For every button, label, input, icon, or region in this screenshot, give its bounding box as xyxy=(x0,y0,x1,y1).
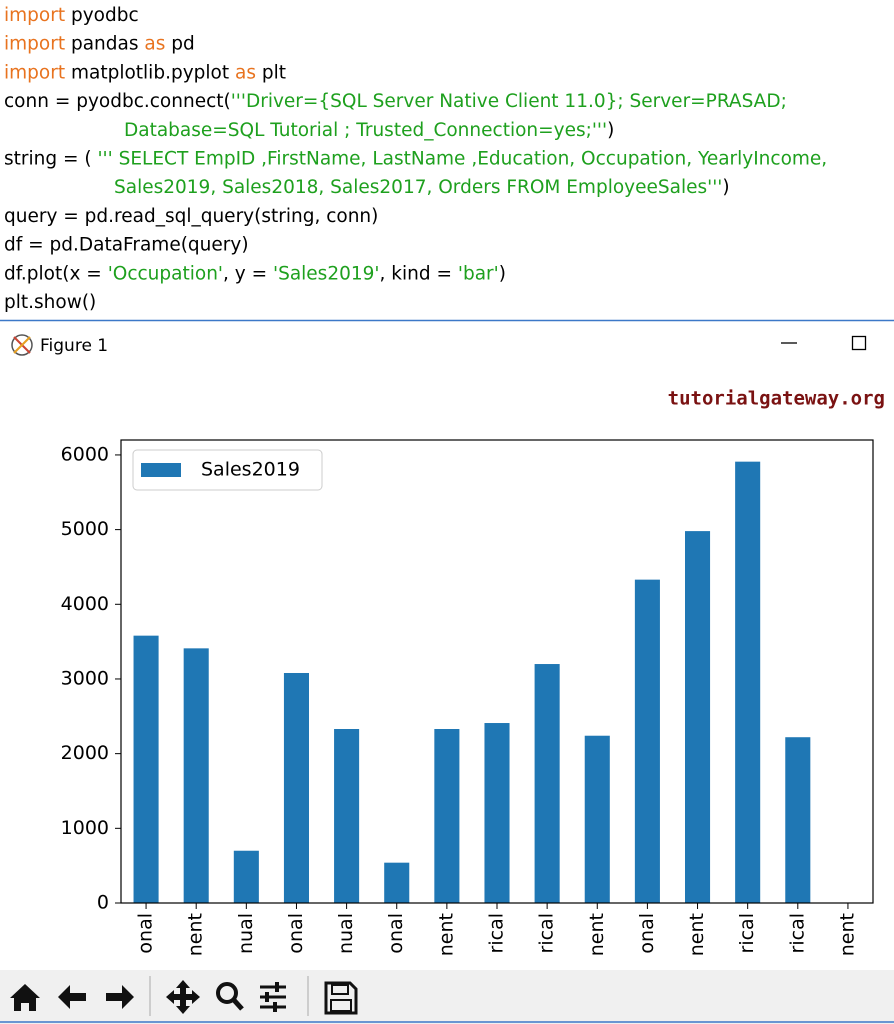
code-line: import pandas as pd xyxy=(4,34,195,55)
code-token: plt.show() xyxy=(4,292,96,313)
code-token: matplotlib.pyplot xyxy=(65,62,235,83)
bar xyxy=(534,664,560,903)
code-line: df = pd.DataFrame(query) xyxy=(4,235,249,256)
code-token: 'Sales2019' xyxy=(273,263,380,284)
code-token: ''' SELECT EmpID ,FirstName, LastName ,E… xyxy=(97,149,827,170)
code-line: conn = pyodbc.connect('''Driver={SQL Ser… xyxy=(4,91,787,112)
code-token: pd xyxy=(165,34,194,55)
y-tick-label: 4000 xyxy=(61,593,109,615)
x-tick-label: nent xyxy=(586,913,608,956)
x-tick-label: nual xyxy=(335,913,357,954)
bar xyxy=(634,579,660,903)
y-tick-label: 0 xyxy=(97,892,109,914)
bar xyxy=(183,648,209,903)
x-tick-label: nent xyxy=(185,913,207,956)
bar xyxy=(434,729,460,903)
code-line: import pyodbc xyxy=(4,5,139,26)
bar xyxy=(785,737,811,903)
back-button[interactable] xyxy=(58,985,86,1009)
code-token: query = pd.read_sql_query(string, conn) xyxy=(4,206,378,227)
code-token: import xyxy=(4,34,65,55)
code-token: string = ( xyxy=(4,149,97,170)
code-token: import xyxy=(4,5,65,26)
x-tick-label: onal xyxy=(135,913,157,954)
x-tick-label: nual xyxy=(235,913,257,954)
code-line: string = ( ''' SELECT EmpID ,FirstName, … xyxy=(4,149,827,170)
x-tick-label: rical xyxy=(786,913,808,953)
code-token: , y = xyxy=(223,263,273,284)
bar xyxy=(685,531,711,903)
x-tick-label: onal xyxy=(285,913,307,954)
code-token: import xyxy=(4,62,65,83)
x-tick-label: nent xyxy=(435,913,457,956)
code-token: conn = pyodbc.connect( xyxy=(4,91,231,112)
code-token: as xyxy=(144,34,165,55)
code-token: Database=SQL Tutorial ; Trusted_Connecti… xyxy=(124,120,607,141)
code-token: 'bar' xyxy=(458,263,499,284)
legend-swatch xyxy=(141,463,181,477)
bar xyxy=(735,461,761,903)
y-tick-label: 1000 xyxy=(61,817,109,839)
configure-button[interactable] xyxy=(260,982,286,1012)
bar xyxy=(283,672,309,903)
code-token: plt xyxy=(256,62,286,83)
maximize-button[interactable] xyxy=(851,335,867,351)
y-tick-label: 3000 xyxy=(61,667,109,689)
code-token: as xyxy=(235,62,256,83)
forward-button[interactable] xyxy=(106,985,134,1009)
pan-button[interactable] xyxy=(166,980,200,1014)
code-line: import matplotlib.pyplot as plt xyxy=(4,62,286,83)
zoom-button[interactable] xyxy=(216,982,244,1011)
code-token: pyodbc xyxy=(65,5,139,26)
bar xyxy=(584,735,610,903)
code-token: df = pd.DataFrame(query) xyxy=(4,235,249,256)
plot: 0 1000 2000 3000 4000 5000 6000 onal nent nual ona… xyxy=(61,439,874,956)
legend-box xyxy=(132,449,323,491)
code-token: ) xyxy=(499,263,506,284)
bar xyxy=(484,723,510,903)
code-line: Database=SQL Tutorial ; Trusted_Connecti… xyxy=(124,120,614,141)
window-icon xyxy=(11,334,33,356)
window-title: Figure 1 xyxy=(40,336,108,356)
legend-label: Sales2019 xyxy=(201,459,300,481)
y-tick-label: 2000 xyxy=(61,742,109,764)
bar xyxy=(334,729,360,903)
code-token: ) xyxy=(607,120,614,141)
x-tick-label: nent xyxy=(686,913,708,956)
bar xyxy=(233,850,259,903)
bar xyxy=(384,862,410,903)
x-tick-label: rical xyxy=(536,913,558,953)
code-line: Sales2019, Sales2018, Sales2017, Orders … xyxy=(114,177,730,198)
code-token: df.plot(x = xyxy=(4,263,108,284)
x-tick-label: onal xyxy=(385,913,407,954)
code-line: plt.show() xyxy=(4,292,96,313)
code-token: 'Occupation' xyxy=(108,263,223,284)
axes-frame xyxy=(120,439,874,904)
code-token: , kind = xyxy=(380,263,458,284)
x-tick-label: rical xyxy=(736,913,758,953)
save-button[interactable] xyxy=(324,981,358,1015)
code-token: Sales2019, Sales2018, Sales2017, Orders … xyxy=(114,177,722,198)
code-token: ) xyxy=(722,177,729,198)
code-token: pandas xyxy=(65,34,144,55)
y-tick-label: 6000 xyxy=(61,443,109,465)
watermark: tutorialgateway.org xyxy=(668,388,885,410)
code-token: '''Driver={SQL Server Native Client 11.0… xyxy=(231,91,787,112)
code-line: df.plot(x = 'Occupation', y = 'Sales2019… xyxy=(4,263,506,284)
code-line: query = pd.read_sql_query(string, conn) xyxy=(4,206,378,227)
toolbar xyxy=(0,970,894,1024)
x-tick-label: nent xyxy=(836,913,858,956)
x-tick-label: onal xyxy=(636,913,658,954)
y-tick-label: 5000 xyxy=(61,518,109,540)
x-tick-label: rical xyxy=(486,913,508,953)
home-button[interactable] xyxy=(10,984,40,1011)
bar xyxy=(133,635,159,903)
